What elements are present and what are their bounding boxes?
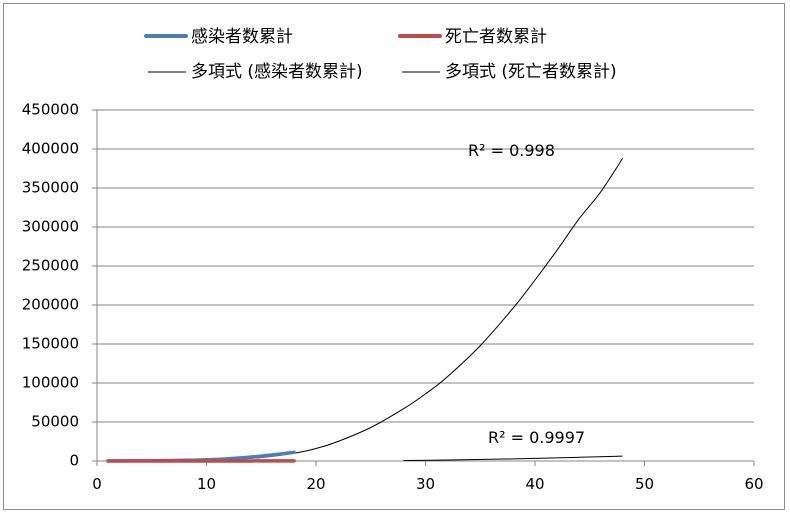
chart-frame (3, 3, 785, 510)
trendline-deaths (403, 455, 623, 461)
axes (92, 109, 755, 466)
legend-item-trend-infected: 多項式 (感染者数累計) (148, 62, 363, 82)
legend: 感染者数累計 死亡者数累計 多項式 (感染者数累計) 多項式 (死亡者数累計) (144, 27, 617, 82)
y-tick-label: 450000 (22, 101, 79, 119)
x-axis-tick-labels: 0 10 20 30 40 50 60 (92, 475, 763, 493)
gridlines (97, 109, 754, 423)
x-tick-label: 60 (744, 475, 763, 493)
x-tick-label: 0 (92, 475, 102, 493)
y-tick-label: 0 (69, 452, 79, 470)
x-tick-label: 10 (197, 475, 216, 493)
legend-label-infected: 感染者数累計 (191, 27, 293, 47)
y-tick-label: 250000 (22, 257, 79, 275)
r2-label-deaths: R² = 0.9997 (488, 428, 585, 447)
x-tick-label: 30 (416, 475, 435, 493)
legend-label-trend-deaths: 多項式 (死亡者数累計) (445, 62, 617, 82)
plot-series (106, 158, 624, 463)
x-tick-label: 40 (525, 475, 544, 493)
legend-item-trend-deaths: 多項式 (死亡者数累計) (402, 62, 617, 82)
y-tick-label: 100000 (22, 374, 79, 392)
y-tick-label: 50000 (31, 413, 79, 431)
y-tick-label: 400000 (22, 140, 79, 158)
y-tick-label: 300000 (22, 218, 79, 236)
legend-item-deaths: 死亡者数累計 (398, 27, 547, 47)
r2-label-infected: R² = 0.998 (468, 141, 555, 160)
legend-label-deaths: 死亡者数累計 (445, 27, 547, 47)
legend-item-infected: 感染者数累計 (144, 27, 293, 47)
y-tick-label: 150000 (22, 335, 79, 353)
y-tick-label: 200000 (22, 296, 79, 314)
x-tick-label: 50 (635, 475, 654, 493)
x-tick-label: 20 (306, 475, 325, 493)
y-tick-label: 350000 (22, 179, 79, 197)
trendline-infected (107, 158, 624, 462)
legend-label-trend-infected: 多項式 (感染者数累計) (191, 62, 363, 82)
annotations: R² = 0.998 R² = 0.9997 (468, 141, 585, 447)
y-axis-tick-labels: 0 50000 100000 150000 200000 250000 300000 3500… (22, 101, 79, 470)
